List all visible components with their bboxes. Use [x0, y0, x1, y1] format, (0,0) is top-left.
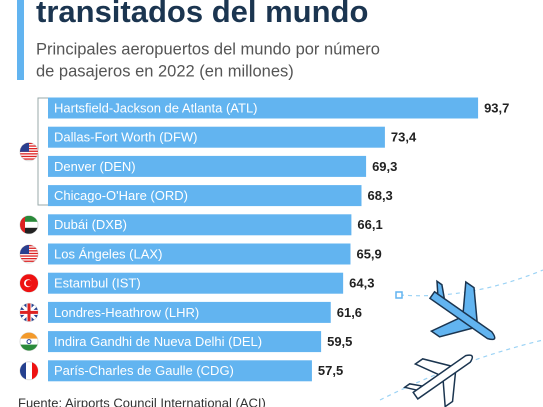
subtitle: Principales aeropuertos del mundo por nú…	[36, 40, 380, 58]
flag-icon	[25, 280, 33, 287]
flag-icon	[20, 274, 38, 293]
flag-icon	[19, 332, 39, 352]
flag-icon	[19, 215, 39, 235]
airplane-icon	[428, 279, 496, 341]
value-label: 73,4	[391, 130, 417, 145]
flag-icon	[20, 158, 38, 160]
value-label: 61,6	[337, 305, 362, 320]
flag-icon	[20, 332, 38, 351]
flag-icon	[20, 260, 38, 262]
value-label: 59,5	[327, 334, 352, 349]
flag-icon	[20, 245, 38, 262]
bar	[48, 243, 351, 265]
flag-icon	[20, 215, 38, 222]
flag-icon	[20, 344, 38, 351]
flag-icon	[20, 227, 38, 234]
bar	[48, 185, 362, 207]
bar	[48, 331, 322, 353]
airplane-icon	[402, 354, 474, 407]
flag-icon	[19, 302, 39, 322]
flag-icon	[20, 361, 26, 380]
subtitle: de pasajeros en 2022 (en millones)	[36, 62, 294, 80]
value-label: 69,3	[372, 159, 397, 174]
value-label: 66,1	[357, 217, 382, 232]
value-label: 64,3	[349, 276, 374, 291]
flag-icon	[20, 258, 38, 260]
flag-icon	[20, 361, 38, 380]
flag-icon	[20, 155, 38, 158]
group-bracket	[37, 97, 48, 206]
value-label: 65,9	[356, 246, 381, 261]
bar-label: Los Ángeles (LAX)	[54, 246, 162, 261]
flag-icon	[20, 303, 38, 322]
flag-icon	[20, 255, 38, 257]
flag-icon	[20, 142, 38, 160]
flag-icon	[27, 303, 31, 322]
accent-bar	[17, 0, 24, 80]
flag-icon	[32, 361, 38, 380]
bar	[48, 301, 331, 323]
bar	[48, 214, 352, 236]
decoration	[379, 269, 543, 401]
bar-label: Dallas-Fort Worth (DFW)	[54, 130, 197, 145]
flag-icon	[19, 142, 39, 162]
flag-icon	[19, 273, 39, 293]
bar-label: Denver (DEN)	[54, 159, 136, 174]
bar-label: Indira Gandhi de Nueva Delhi (DEL)	[54, 334, 262, 349]
bar-label: París-Charles de Gaulle (CDG)	[54, 363, 234, 378]
flag-icon	[20, 245, 29, 254]
bar	[48, 272, 344, 294]
flag-icon	[19, 361, 39, 381]
bar-label: Estambul (IST)	[54, 276, 141, 291]
flag-icon	[20, 142, 29, 152]
bar-label: Chicago-O'Hare (ORD)	[54, 188, 188, 203]
decoration	[395, 291, 403, 299]
flag-icon	[20, 153, 38, 155]
flag-icon	[26, 339, 32, 345]
flag-icon	[19, 244, 39, 264]
flag-icon	[20, 332, 38, 339]
bar-label: Dubái (DXB)	[54, 217, 127, 232]
source: Fuente: Airports Council International (…	[18, 395, 266, 407]
bar	[48, 126, 385, 148]
chart-title: transitados del mundo	[36, 0, 368, 29]
value-label: 68,3	[367, 188, 392, 203]
value-label: 93,7	[484, 100, 509, 115]
bar	[48, 97, 479, 119]
bar-label: Londres-Heathrow (LHR)	[54, 305, 199, 320]
flag-icon	[20, 215, 38, 234]
flag-icon	[20, 215, 25, 234]
bar	[48, 155, 367, 177]
value-label: 57,5	[318, 363, 343, 378]
bar	[48, 360, 312, 382]
bar-label: Hartsfield-Jackson de Atlanta (ATL)	[54, 100, 258, 115]
